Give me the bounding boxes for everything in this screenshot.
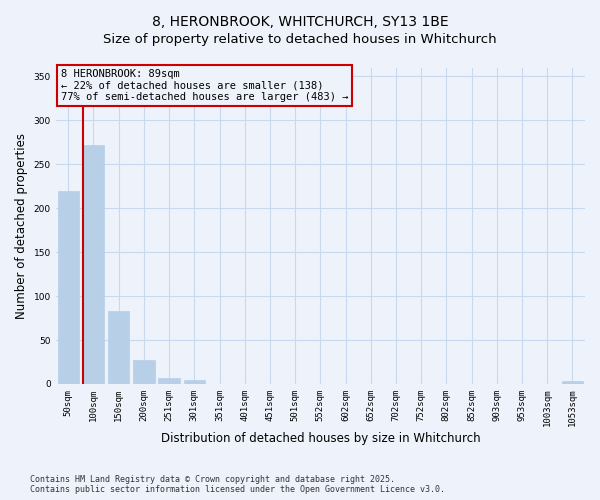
- Bar: [158, 378, 180, 384]
- Y-axis label: Number of detached properties: Number of detached properties: [15, 132, 28, 318]
- Text: Contains HM Land Registry data © Crown copyright and database right 2025.
Contai: Contains HM Land Registry data © Crown c…: [30, 474, 445, 494]
- Bar: [184, 380, 205, 384]
- Text: 8, HERONBROOK, WHITCHURCH, SY13 1BE: 8, HERONBROOK, WHITCHURCH, SY13 1BE: [152, 15, 448, 29]
- Bar: [133, 360, 155, 384]
- Bar: [108, 311, 130, 384]
- X-axis label: Distribution of detached houses by size in Whitchurch: Distribution of detached houses by size …: [161, 432, 480, 445]
- Bar: [562, 382, 583, 384]
- Bar: [58, 190, 79, 384]
- Bar: [83, 145, 104, 384]
- Text: Size of property relative to detached houses in Whitchurch: Size of property relative to detached ho…: [103, 32, 497, 46]
- Text: 8 HERONBROOK: 89sqm
← 22% of detached houses are smaller (138)
77% of semi-detac: 8 HERONBROOK: 89sqm ← 22% of detached ho…: [61, 69, 349, 102]
